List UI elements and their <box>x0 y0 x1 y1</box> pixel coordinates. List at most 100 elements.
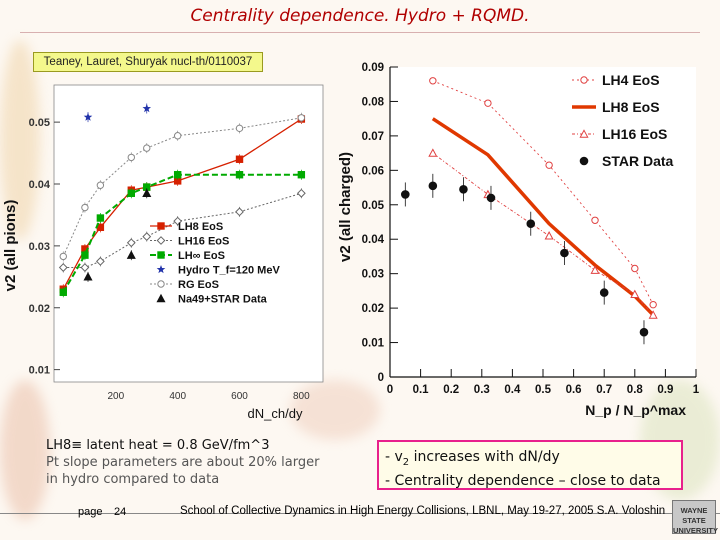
right-data-point <box>648 310 658 319</box>
right-x-tick-label: 0.7 <box>596 384 612 396</box>
note-line-1: LH8≡ latent heat = 0.8 GeV/fm^3 <box>46 438 270 453</box>
right-data-point <box>544 231 554 240</box>
left-data-point <box>95 256 105 266</box>
left-data-point <box>142 104 151 113</box>
left-x-tick-label: 600 <box>231 391 248 402</box>
right-series-line <box>431 117 655 317</box>
author-text: S.A. Voloshin <box>596 505 666 517</box>
left-legend-label: LH16 EoS <box>178 236 229 248</box>
left-x-axis-title: dN_ch/dy <box>248 406 303 421</box>
left-legend-marker <box>156 293 166 303</box>
right-chart-svg: 0 0.01 0.02 0.03 0.04 0.05 0.06 0.07 0.08 0.09 0 0.… <box>337 62 700 418</box>
right-data-point <box>545 161 553 169</box>
right-x-tick-label: 0.2 <box>443 384 459 396</box>
right-y-tick-label: 0.01 <box>362 338 385 350</box>
left-y-tick-label: 0.01 <box>29 365 50 377</box>
right-legend-marker <box>580 76 588 84</box>
left-legend-label: LH8 EoS <box>178 221 223 233</box>
right-chart: 0 0.01 0.02 0.03 0.04 0.05 0.06 0.07 0.08 0.09 0 0.… <box>332 50 720 426</box>
left-series-5 <box>83 188 152 282</box>
right-series-2 <box>428 148 658 319</box>
left-chart-svg: 0.01 0.02 0.03 0.04 0.05 200 400 600 800 v2 (all … <box>2 84 324 421</box>
left-series-3 <box>83 103 151 123</box>
left-legend-marker <box>157 222 165 230</box>
right-y-tick-label: 0.08 <box>362 96 385 108</box>
reference-label: Teaney, Lauret, Shuryak nucl-th/0110037 <box>33 52 263 72</box>
right-x-tick-label: 0.8 <box>627 384 644 396</box>
left-data-point <box>143 144 151 152</box>
right-legend-label: STAR Data <box>602 153 674 169</box>
summary-callout: - v2 increases with dN/dy - Centrality d… <box>377 440 683 490</box>
left-data-point <box>58 263 68 272</box>
left-data-point <box>173 216 183 226</box>
left-data-point <box>59 252 67 261</box>
page-label: page <box>78 506 103 518</box>
left-data-point <box>142 188 152 197</box>
right-y-tick-label: 0.03 <box>362 269 384 281</box>
background-decoration <box>0 380 50 520</box>
left-y-tick-label: 0.03 <box>29 241 50 253</box>
footer-divider <box>0 513 720 514</box>
right-x-tick-label: 0.9 <box>657 384 673 396</box>
right-y-tick-label: 0.05 <box>362 200 385 212</box>
right-legend-marker <box>579 156 589 166</box>
left-y-axis-title: v2 (all pions) <box>2 200 19 292</box>
left-data-point <box>235 124 244 133</box>
left-series-4 <box>59 112 306 262</box>
left-data-point <box>142 232 152 242</box>
right-legend-marker <box>579 129 589 138</box>
background-decoration <box>290 380 380 440</box>
left-x-tick-label: 200 <box>107 391 124 402</box>
right-data-point <box>591 216 599 224</box>
right-plot-area <box>390 67 696 377</box>
right-y-tick-label: 0.06 <box>362 165 384 177</box>
left-data-point <box>127 153 135 162</box>
left-series-line <box>62 117 302 257</box>
university-logo: WAYNE STATE UNIVERSITY <box>672 500 718 535</box>
right-data-point <box>631 264 639 273</box>
left-data-point <box>173 171 182 179</box>
left-data-point <box>173 132 182 140</box>
right-legend-label: LH16 EoS <box>602 126 667 142</box>
left-data-point <box>126 238 136 248</box>
footer-conference: School of Collective Dynamics in High En… <box>180 505 665 517</box>
right-x-tick-label: 0 <box>387 384 393 396</box>
left-series-2 <box>59 169 306 298</box>
right-data-point <box>429 77 437 85</box>
right-y-axis-title: v2 (all charged) <box>337 152 354 262</box>
left-data-point <box>235 171 244 179</box>
left-data-point <box>127 189 135 197</box>
right-data-point <box>486 193 496 203</box>
conference-text: School of Collective Dynamics in High En… <box>180 505 594 517</box>
left-chart: 0.01 0.02 0.03 0.04 0.05 200 400 600 800 v2 (all … <box>0 70 330 422</box>
right-legend-label: LH4 EoS <box>602 72 660 88</box>
right-x-axis-title: N_p / N_p^max <box>585 402 686 418</box>
right-data-point <box>428 148 438 157</box>
callout-line-1-text: increases with dN/dy <box>409 449 560 465</box>
right-y-tick-label: 0.04 <box>362 234 385 246</box>
right-y-tick-label: 0.02 <box>362 303 384 315</box>
left-data-point <box>297 114 306 122</box>
callout-line-1: - v2 increases with dN/dy <box>385 448 675 472</box>
slide-title: Centrality dependence. Hydro + RQMD. <box>190 6 530 26</box>
title-divider <box>20 32 700 33</box>
right-data-point <box>526 219 536 229</box>
left-data-point <box>296 188 306 198</box>
left-data-point <box>81 251 89 259</box>
right-x-tick-label: 0.3 <box>474 384 490 396</box>
left-legend-label: LH∞ EoS <box>178 250 225 262</box>
eos-note: LH8≡ latent heat = 0.8 GeV/fm^3 Pt slope… <box>46 437 336 488</box>
right-series-3 <box>401 173 649 345</box>
page-number: 24 <box>114 506 127 518</box>
right-x-tick-label: 1 <box>693 384 700 396</box>
right-legend-label: LH8 EoS <box>602 99 660 115</box>
right-x-tick-label: 0.1 <box>413 384 430 396</box>
left-data-point <box>83 272 93 281</box>
left-legend-marker <box>156 265 166 274</box>
right-data-point <box>630 289 640 299</box>
left-series-line <box>62 173 302 293</box>
left-data-point <box>96 214 105 222</box>
left-data-point <box>81 203 89 212</box>
left-x-tick-label: 400 <box>169 391 186 402</box>
right-x-tick-label: 0.5 <box>535 384 552 396</box>
